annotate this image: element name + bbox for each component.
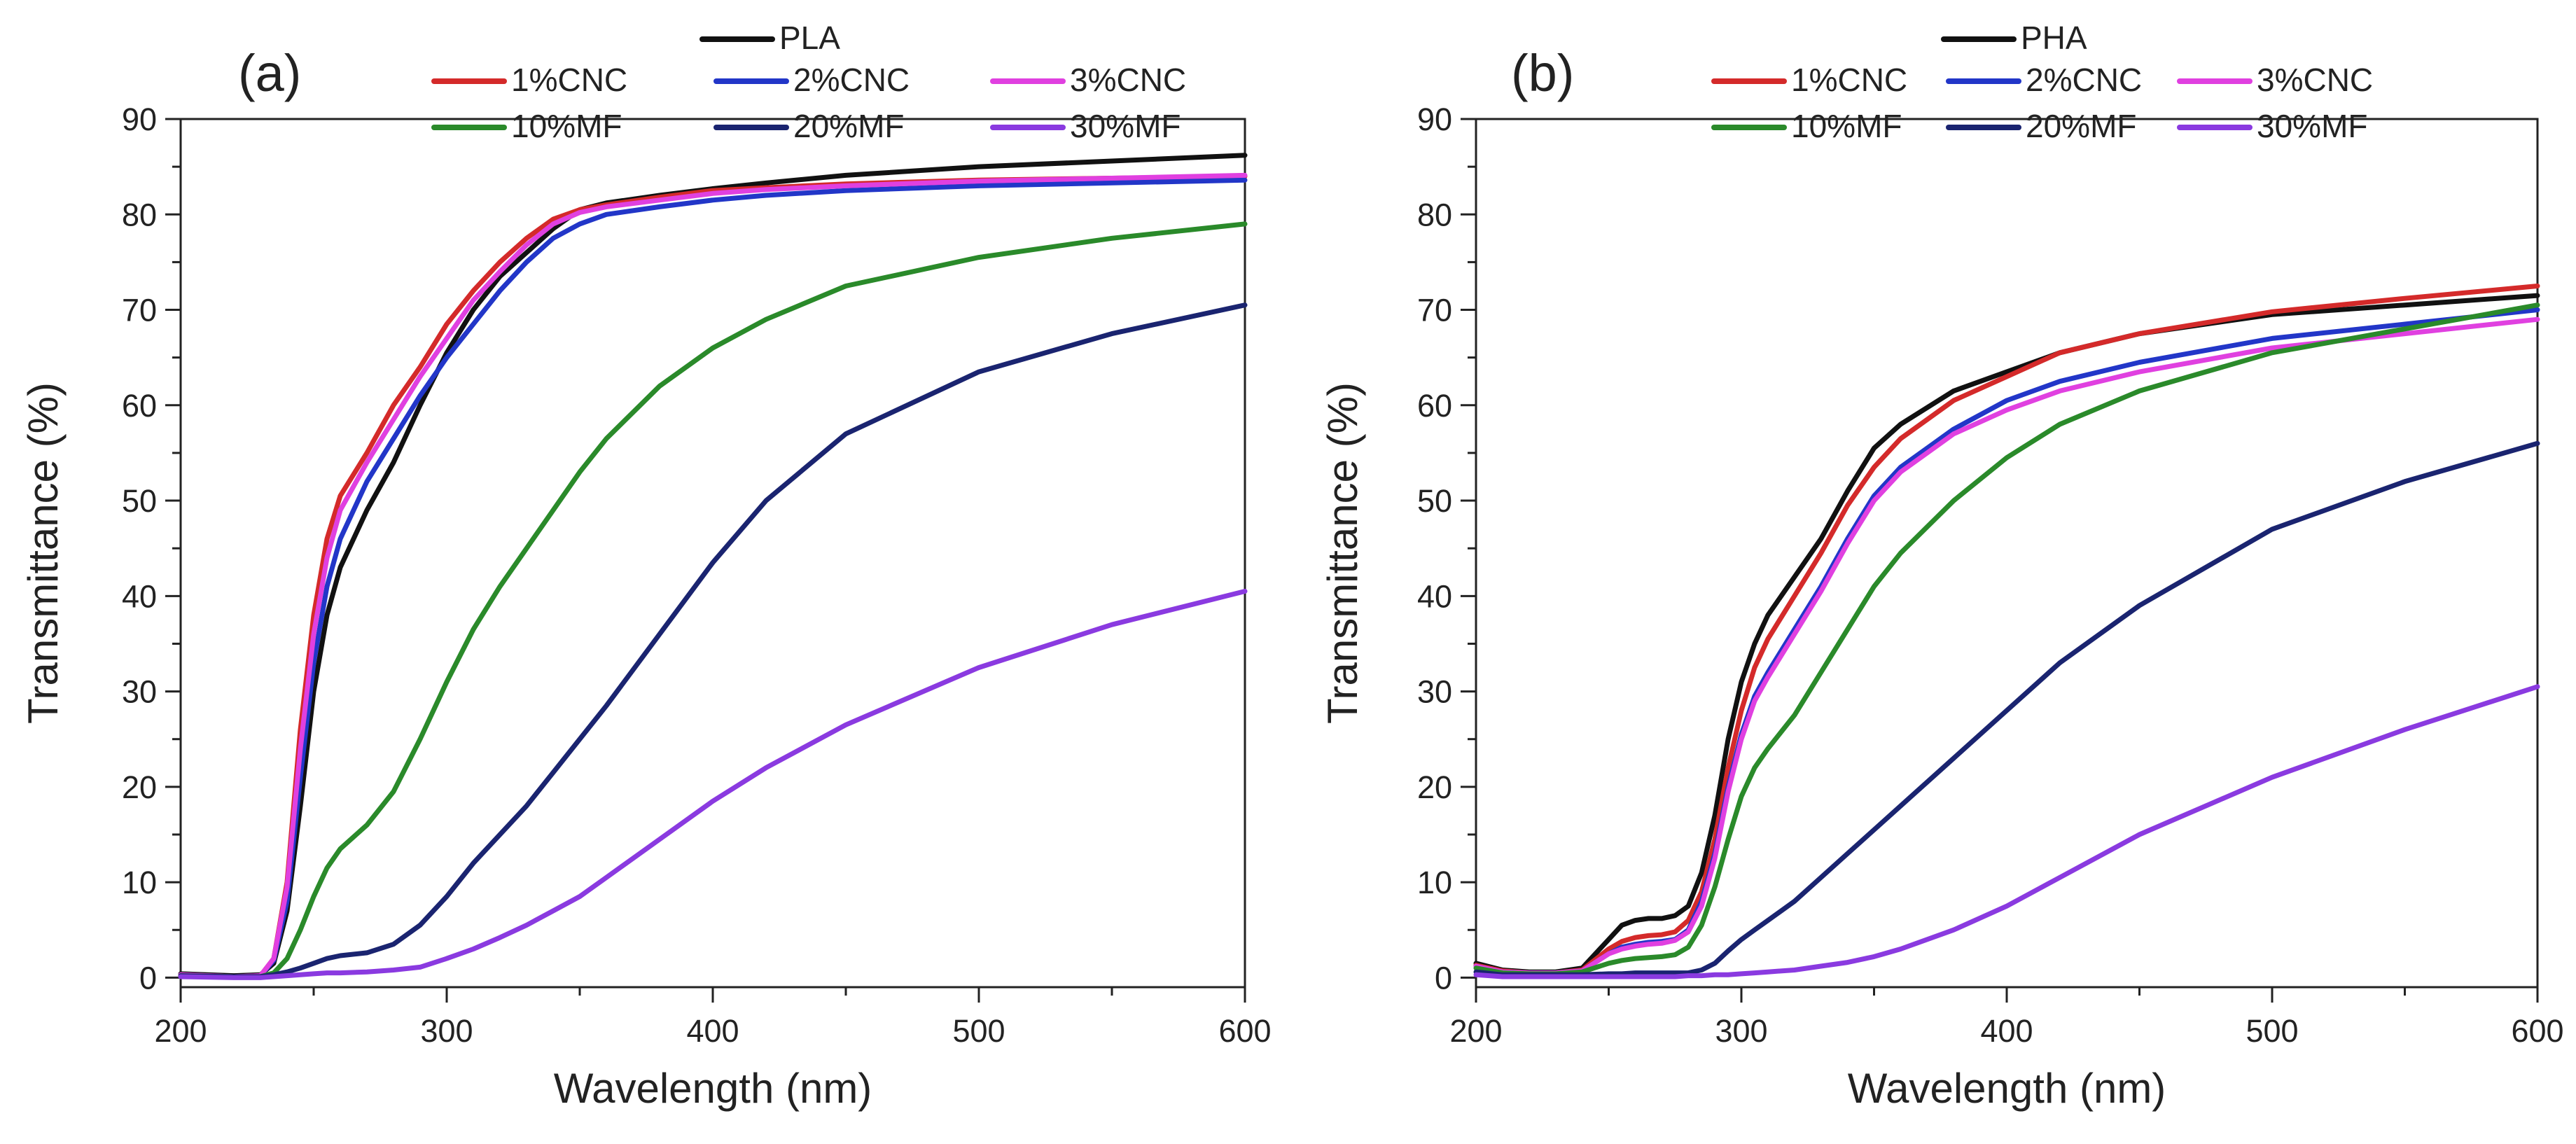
- legend-label: 30%MF: [2257, 108, 2367, 144]
- y-tick-label: 60: [122, 388, 157, 424]
- legend-label: PHA: [2021, 20, 2087, 56]
- y-tick-label: 20: [122, 769, 157, 805]
- y-tick-label: 0: [1435, 960, 1452, 996]
- panel-label: (b): [1511, 44, 1574, 102]
- series-line-10pct-mf: [1473, 302, 2540, 977]
- y-tick-label: 70: [1417, 293, 1452, 328]
- legend-label: 1%CNC: [1791, 62, 1907, 98]
- panel-label: (a): [238, 44, 301, 102]
- plot-frame: [179, 118, 1246, 989]
- x-tick-label: 400: [1980, 1013, 2033, 1049]
- series-line-20pct-mf: [178, 302, 1248, 979]
- legend-label: 30%MF: [1070, 108, 1181, 144]
- legend-label: 2%CNC: [2026, 62, 2142, 98]
- y-tick-label: 70: [122, 293, 157, 328]
- y-tick-label: 40: [122, 578, 157, 614]
- x-tick-label: 200: [1449, 1013, 1502, 1049]
- y-tick-label: 80: [1417, 197, 1452, 232]
- y-tick-label: 30: [122, 674, 157, 710]
- legend-label: 1%CNC: [511, 62, 627, 98]
- y-tick-label: 80: [122, 197, 157, 232]
- series-line-30pct-mf: [178, 589, 1248, 980]
- x-tick-label: 600: [1218, 1013, 1271, 1049]
- y-tick-label: 50: [122, 483, 157, 519]
- y-tick-label: 40: [1417, 578, 1452, 614]
- legend-label: PLA: [779, 20, 840, 56]
- y-tick-label: 90: [1417, 102, 1452, 137]
- legend-label: 3%CNC: [1070, 62, 1186, 98]
- x-tick-label: 500: [2246, 1013, 2298, 1049]
- legend-label: 20%MF: [2026, 108, 2136, 144]
- legend-label: 10%MF: [511, 108, 622, 144]
- x-tick-label: 300: [1715, 1013, 1767, 1049]
- x-tick-label: 400: [686, 1013, 739, 1049]
- series-line-30pct-mf: [1473, 684, 2540, 979]
- series-line-20pct-mf: [1473, 440, 2540, 977]
- x-tick-label: 500: [952, 1013, 1005, 1049]
- series-line-3pct-cnc: [1473, 316, 2540, 976]
- y-axis-title: Transmittance (%): [1319, 382, 1366, 724]
- y-tick-label: 90: [122, 102, 157, 137]
- x-tick-label: 300: [420, 1013, 473, 1049]
- y-axis-title: Transmittance (%): [20, 382, 67, 724]
- x-axis-title: Wavelength (nm): [554, 1065, 872, 1112]
- panel-b: 200 300 400 500 600 0 10 20 30 40 50 60 70 80 90 Wavele…: [1319, 20, 2564, 1112]
- series-line-3pct-cnc: [178, 172, 1248, 979]
- y-tick-label: 20: [1417, 769, 1452, 805]
- series-line-pha: [1473, 293, 2540, 975]
- x-tick-label: 200: [154, 1013, 207, 1049]
- panel-a: 200 300 400 500 600 0 10 20 30 40 50 60 70 80 90 Wavele…: [20, 20, 1272, 1112]
- legend-label: 2%CNC: [793, 62, 910, 98]
- legend-label: 3%CNC: [2257, 62, 2373, 98]
- series-line-2pct-cnc: [178, 177, 1248, 979]
- legend-label: 10%MF: [1791, 108, 1902, 144]
- y-tick-label: 30: [1417, 674, 1452, 710]
- x-axis-title: Wavelength (nm): [1848, 1065, 2166, 1112]
- series-line-1pct-cnc: [1473, 284, 2540, 976]
- legend: PHA 1%CNC 2%CNC 3%CNC 10%MF 20%MF 30%MF: [1711, 20, 2373, 144]
- y-tick-label: 60: [1417, 388, 1452, 424]
- plot-frame: [1475, 118, 2539, 989]
- y-tick-label: 0: [139, 960, 157, 996]
- legend: PLA 1%CNC 2%CNC 3%CNC 10%MF 20%MF 30%MF: [431, 20, 1186, 144]
- y-tick-label: 50: [1417, 483, 1452, 519]
- legend-label: 20%MF: [793, 108, 904, 144]
- x-tick-label: 600: [2511, 1013, 2563, 1049]
- y-tick-label: 10: [122, 865, 157, 900]
- y-tick-label: 10: [1417, 865, 1452, 900]
- series-line-10pct-mf: [178, 221, 1248, 979]
